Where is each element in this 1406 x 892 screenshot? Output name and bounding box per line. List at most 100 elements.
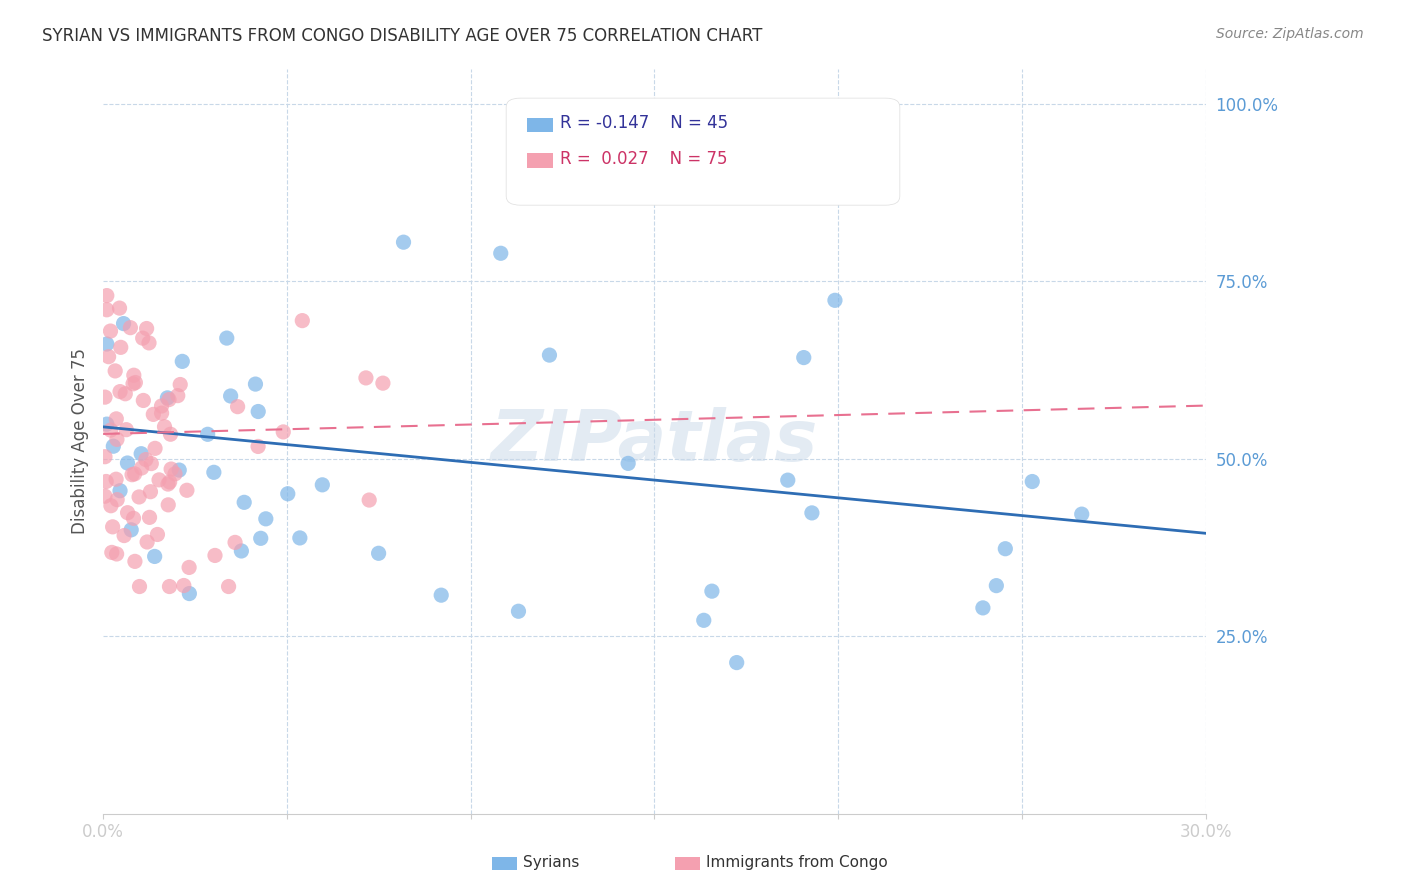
Point (124, 554, 146, 568)
Point (96, 337, 118, 351)
Point (103, 439, 125, 453)
Point (173, 578, 195, 592)
Point (108, 384, 131, 399)
Point (135, 321, 157, 335)
Point (725, 656, 748, 670)
Point (288, 531, 311, 545)
Point (176, 483, 198, 498)
Point (148, 473, 170, 487)
Point (159, 427, 181, 442)
Point (138, 510, 160, 524)
Point (100, 324, 122, 338)
Point (202, 466, 225, 480)
Point (776, 473, 799, 487)
Point (197, 427, 219, 442)
Point (153, 419, 176, 434)
Text: ZIPatlas: ZIPatlas (491, 407, 818, 475)
Point (167, 463, 190, 477)
Point (96, 475, 118, 489)
Point (108, 483, 131, 498)
Point (110, 340, 132, 354)
Point (131, 331, 153, 345)
Point (105, 492, 128, 507)
Point (254, 512, 277, 526)
Point (271, 425, 294, 439)
Point (120, 523, 142, 537)
Point (139, 484, 162, 499)
Point (392, 235, 415, 250)
Point (224, 535, 246, 549)
Point (112, 317, 135, 331)
Point (122, 376, 145, 391)
Point (824, 293, 846, 308)
Point (247, 404, 270, 418)
Text: R = -0.147    N = 45: R = -0.147 N = 45 (560, 114, 728, 132)
Point (101, 520, 124, 534)
Point (156, 477, 179, 491)
Point (226, 400, 249, 414)
Point (219, 389, 242, 403)
Point (972, 600, 994, 615)
Point (150, 406, 173, 420)
Point (94, 390, 117, 404)
Point (131, 461, 153, 475)
Point (108, 301, 131, 315)
Point (179, 586, 201, 600)
Point (247, 440, 270, 454)
Text: SYRIAN VS IMMIGRANTS FROM CONGO DISABILITY AGE OVER 75 CORRELATION CHART: SYRIAN VS IMMIGRANTS FROM CONGO DISABILI… (42, 27, 762, 45)
Point (489, 246, 512, 260)
Point (138, 335, 160, 350)
Point (132, 393, 155, 408)
Point (291, 313, 314, 327)
Point (354, 371, 377, 385)
Point (105, 412, 128, 426)
Point (105, 472, 128, 486)
Point (157, 498, 180, 512)
Point (122, 368, 145, 383)
Point (430, 588, 453, 602)
Point (136, 535, 159, 549)
Point (120, 320, 142, 334)
Point (104, 364, 127, 378)
Point (177, 560, 200, 574)
Point (105, 547, 128, 561)
Point (245, 377, 267, 392)
Point (508, 604, 530, 618)
Point (100, 499, 122, 513)
Point (129, 447, 152, 461)
Point (693, 613, 716, 627)
Point (249, 531, 271, 545)
Point (215, 331, 238, 345)
Point (156, 391, 179, 405)
Point (117, 456, 139, 470)
Point (159, 580, 181, 594)
Point (96, 417, 118, 431)
Point (105, 433, 128, 447)
Point (172, 354, 194, 368)
Point (97, 350, 120, 364)
Point (160, 462, 183, 476)
Point (994, 541, 1017, 556)
Point (124, 467, 146, 481)
Point (146, 527, 169, 541)
Text: R =  0.027    N = 75: R = 0.027 N = 75 (560, 150, 727, 168)
Point (157, 392, 180, 407)
Point (128, 580, 150, 594)
Point (277, 487, 299, 501)
Text: Immigrants from Congo: Immigrants from Congo (706, 855, 887, 870)
Point (233, 495, 256, 509)
Point (122, 511, 145, 525)
Point (793, 351, 815, 365)
Point (96, 302, 118, 317)
Point (1070, 507, 1092, 521)
Text: Syrians: Syrians (523, 855, 579, 870)
Text: Source: ZipAtlas.com: Source: ZipAtlas.com (1216, 27, 1364, 41)
Point (115, 423, 138, 437)
Point (124, 376, 146, 390)
Point (159, 475, 181, 489)
Point (128, 490, 150, 504)
Point (986, 579, 1008, 593)
Point (231, 544, 253, 558)
Point (142, 408, 165, 422)
Point (1021, 475, 1043, 489)
